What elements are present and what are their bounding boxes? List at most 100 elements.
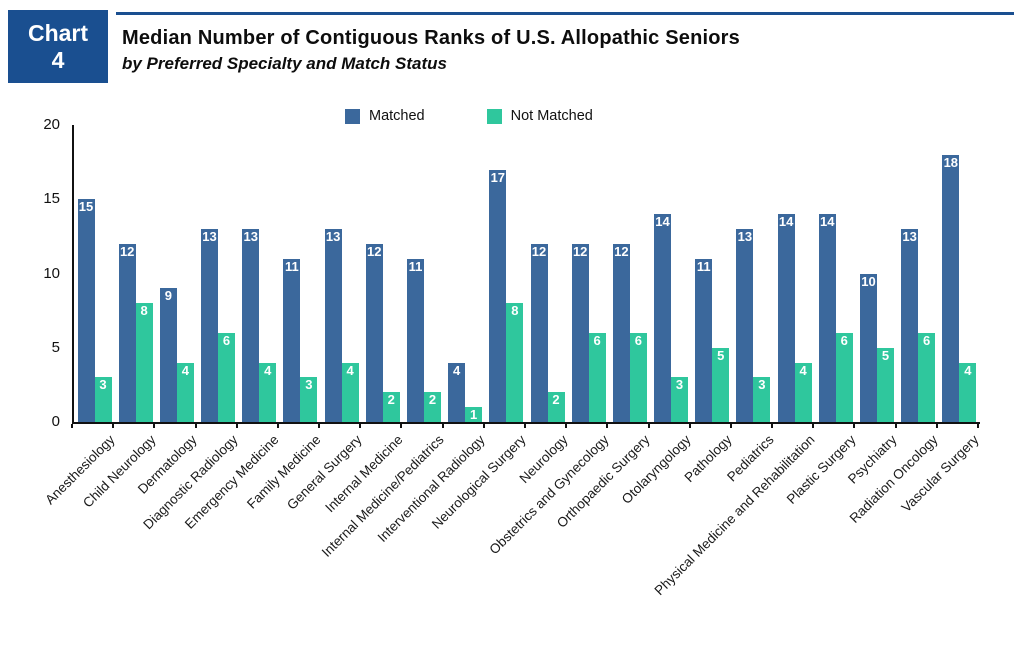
x-axis-tick — [977, 424, 979, 428]
x-axis-tick — [276, 424, 279, 428]
not-matched-bar: 6 — [835, 332, 853, 422]
bar-value-label: 15 — [78, 199, 94, 215]
not-matched-bar: 3 — [671, 377, 689, 422]
x-axis-tick — [482, 424, 485, 428]
bar-value-label: 4 — [964, 362, 972, 378]
x-axis-label: Neurological Surgery — [429, 432, 530, 532]
bar-value-label: 12 — [367, 243, 382, 259]
not-matched-bar: 4 — [959, 362, 977, 422]
x-axis-tick — [812, 424, 815, 428]
bar-value-label: 2 — [552, 392, 560, 408]
y-axis-tick-label: 20 — [43, 116, 60, 133]
x-axis-tick — [194, 424, 197, 428]
matched-bar: 12 — [612, 243, 630, 422]
bar-value-label: 12 — [119, 243, 135, 259]
x-axis-tick — [853, 424, 856, 428]
matched-bar: 11 — [406, 258, 424, 422]
x-axis-label: Interventional Radiology — [374, 432, 488, 546]
bar-value-label: 6 — [634, 332, 642, 348]
bar-value-label: 13 — [243, 228, 258, 244]
x-axis-label: Pathology — [681, 432, 735, 486]
x-axis-tick — [606, 424, 609, 428]
x-axis-tick — [647, 424, 650, 428]
bar-value-label: 2 — [428, 392, 437, 408]
bar-value-label: 9 — [164, 288, 172, 304]
x-axis-tick — [235, 424, 238, 428]
bar-value-label: 3 — [99, 377, 107, 393]
not-matched-bar: 3 — [300, 377, 318, 422]
chart-badge-word: Chart — [27, 19, 89, 46]
not-matched-bar: 5 — [876, 347, 894, 422]
matched-bar: 4 — [448, 362, 466, 422]
matched-bar: 12 — [365, 243, 383, 422]
not-matched-bar: 2 — [382, 392, 400, 422]
x-axis-label: Psychiatry — [844, 432, 900, 487]
x-axis-tick — [688, 424, 691, 428]
bar-value-label: 3 — [675, 377, 684, 393]
header-rule — [116, 12, 1014, 15]
matched-bar: 12 — [571, 243, 589, 422]
matched-bar: 13 — [242, 228, 260, 422]
chart-legend: Matched Not Matched — [345, 108, 593, 124]
not-matched-bar: 4 — [341, 362, 359, 422]
not-matched-bar: 6 — [918, 332, 936, 422]
bar-value-label: 4 — [264, 362, 272, 378]
bar-value-label: 12 — [531, 243, 547, 259]
bar-value-label: 5 — [881, 347, 890, 363]
x-axis-label: Pediatrics — [723, 432, 777, 485]
matched-bar: 15 — [77, 199, 95, 422]
not-matched-bar: 8 — [135, 303, 153, 422]
x-axis-label: Family Medicine — [243, 432, 324, 512]
legend-label-not-matched: Not Matched — [510, 108, 593, 124]
bar-value-label: 8 — [511, 303, 519, 319]
bar-value-label: 13 — [902, 228, 917, 244]
matched-bar: 13 — [324, 228, 342, 422]
legend-label-matched: Matched — [369, 108, 425, 124]
bar-value-label: 14 — [778, 214, 794, 230]
bar-value-label: 5 — [717, 347, 725, 363]
bar-value-label: 4 — [181, 362, 189, 378]
bar-value-label: 6 — [593, 332, 601, 348]
x-axis-tick — [441, 424, 444, 428]
matched-bar: 14 — [818, 214, 836, 422]
x-axis-label: Radiation Oncology — [846, 432, 941, 526]
not-matched-bar: 4 — [794, 362, 812, 422]
x-axis-tick — [565, 424, 568, 428]
y-axis-tick-label: 10 — [43, 264, 60, 282]
not-matched-bar: 1 — [465, 407, 483, 422]
y-axis-tick-label: 5 — [51, 338, 60, 356]
y-axis-tick-label: 15 — [43, 190, 60, 208]
x-axis-label: Emergency Medicine — [182, 432, 282, 532]
bar-value-label: 13 — [737, 228, 753, 244]
matched-bar: 12 — [118, 243, 136, 422]
bar-value-label: 10 — [861, 273, 876, 289]
bar-value-label: 4 — [799, 362, 807, 378]
page-subtitle: by Preferred Specialty and Match Status — [122, 54, 447, 73]
not-matched-bar: 3 — [753, 377, 771, 422]
matched-bar: 13 — [736, 228, 754, 422]
x-axis-tick — [71, 424, 73, 428]
x-axis-tick — [400, 424, 403, 428]
bar-value-label: 18 — [943, 154, 959, 170]
x-axis-tick — [894, 424, 897, 428]
matched-bar: 14 — [777, 214, 795, 422]
x-axis-label: Diagnostic Radiology — [140, 432, 241, 533]
bar-value-label: 3 — [758, 377, 766, 393]
x-axis-label: Dermatology — [134, 432, 200, 497]
bar-value-label: 6 — [923, 332, 931, 348]
bar-value-label: 6 — [222, 332, 231, 348]
x-axis-tick — [935, 424, 938, 428]
bar-value-label: 13 — [202, 228, 217, 244]
bar-value-label: 6 — [840, 332, 848, 348]
matched-bar: 13 — [901, 228, 919, 422]
bar-value-label: 4 — [346, 362, 354, 378]
matched-bar: 14 — [654, 214, 672, 422]
matched-bar: 17 — [489, 169, 507, 422]
matched-bar: 18 — [942, 154, 960, 422]
matched-bar: 11 — [283, 258, 301, 422]
bar-value-label: 14 — [820, 214, 835, 230]
matched-swatch-icon — [345, 108, 360, 124]
bar-value-label: 11 — [696, 258, 711, 274]
x-axis-tick — [318, 424, 321, 428]
